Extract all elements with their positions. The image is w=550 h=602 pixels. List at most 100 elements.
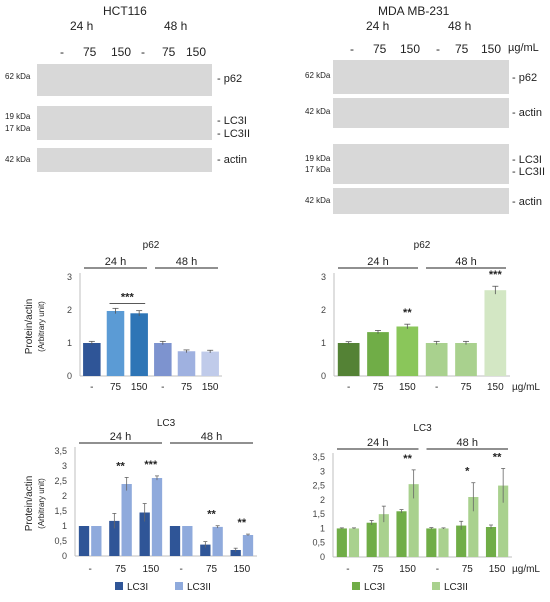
left-blot-actin [37,148,212,172]
left-label-lc3ii: - LC3II [217,128,251,140]
right-dose-5: 75 [455,42,469,56]
p62-hct116-bar [130,313,148,376]
left-blot-p62 [37,64,212,96]
p62-mda-bar [425,343,448,376]
left-label-lc3i: - LC3I [217,115,247,127]
right-time-24h: 24 h [366,19,390,33]
p62-hct116-ylabel2: (Arbitrary unit) [37,301,46,352]
lc3-mda-bar-lc3i [456,525,467,557]
left-kda-17: 17 kDa [5,124,31,133]
p62-hct116-ytick-label: 0 [67,371,72,381]
lc3-hct116-group-label: 48 h [201,431,222,443]
lc3-mda-legend-swatch [352,582,360,590]
lc3-mda-category-label: 75 [462,564,474,575]
p62-hct116-category-label: - [90,382,93,393]
lc3-mda-group-label: 48 h [457,437,478,449]
right-label-lc3ii: - LC3II [512,166,546,178]
p62-mda-category-label: 150 [487,382,504,393]
lc3-mda-significance: * [465,466,470,478]
lc3-hct116-ytick-label: 0,5 [54,536,67,546]
right-dose-6: 150 [481,42,502,56]
lc3-mda-bar-lc3i [396,511,407,557]
lc3-mda-ytick-label: 0 [320,552,325,562]
p62-mda-bar [484,290,507,376]
lc3-hct116-bar-lc3ii [182,526,193,556]
lc3-mda-significance: ** [493,451,502,463]
left-dose-6: 150 [186,45,207,59]
p62-mda-title: p62 [414,240,431,251]
left-dose-1: - [60,45,64,59]
p62-mda-ytick-label: 0 [321,371,326,381]
lc3-hct116-legend-label: LC3II [187,582,211,593]
p62-mda-group-label: 24 h [367,256,388,268]
lc3-mda-group-label: 24 h [367,437,388,449]
lc3-mda-category-label: 150 [399,564,416,575]
lc3-mda-legend-label: LC3II [444,582,468,593]
lc3-mda-unit-label: µg/mL [512,564,540,575]
p62-hct116-bar [106,310,125,376]
right-kda-17: 17 kDa [305,165,331,174]
left-time-24h: 24 h [70,19,94,33]
p62-mda-category-label: 75 [460,382,472,393]
p62-mda-bar [337,343,360,376]
p62-hct116-ylabel: Protein/actin [24,299,35,355]
left-dose-5: 75 [162,45,176,59]
right-blot-lc3 [333,144,509,184]
lc3-hct116-bar-lc3ii [242,535,254,556]
right-cell-line: MDA MB-231 [378,4,450,18]
lc3-mda-bar-lc3ii [498,485,509,557]
lc3-mda-ytick-label: 1 [320,523,325,533]
right-dose-3: 150 [400,42,421,56]
lc3-mda-bar-lc3i [426,528,437,557]
lc3-hct116-category-label: - [179,564,182,575]
lc3-hct116-legend-swatch [175,582,183,590]
lc3-hct116-bar-lc3i [230,550,241,556]
lc3-hct116-category-label: - [88,564,91,575]
left-cell-line: HCT116 [103,4,147,18]
lc3-hct116-bar-lc3i [78,526,90,556]
lc3-hct116-bar-lc3i [139,512,150,556]
lc3-hct116-bar-lc3ii [151,478,163,556]
lc3-hct116-legend-label: LC3I [127,582,148,593]
p62-hct116-group-label: 24 h [105,256,126,268]
p62-mda-significance: *** [489,269,503,281]
p62-hct116-category-label: 150 [131,382,148,393]
right-unit: µg/mL [508,42,539,54]
right-kda-19: 19 kDa [305,154,331,163]
right-kda-42-a: 42 kDa [305,107,331,116]
lc3-hct116-bar-lc3i [200,544,211,556]
p62-mda-ytick-label: 2 [321,305,326,315]
left-label-actin: - actin [217,154,247,166]
p62-hct116-ytick-label: 2 [67,305,72,315]
right-dose-2: 75 [373,42,387,56]
right-label-actin-b: - actin [512,196,542,208]
lc3-mda-bar-lc3i [366,522,377,557]
right-blot-actin-2 [333,188,509,214]
lc3-mda-bar-lc3ii [438,528,449,557]
right-label-actin-a: - actin [512,107,542,119]
lc3-hct116-bar-lc3ii [212,526,223,556]
lc3-hct116-bar-lc3i [169,526,181,556]
p62-mda-bar [367,332,389,376]
p62-mda-category-label: 75 [372,382,384,393]
lc3-hct116-significance: ** [238,517,247,529]
lc3-hct116-ytick-label: 3 [62,461,67,471]
lc3-hct116-ytick-label: 3,5 [54,446,67,456]
left-kda-19: 19 kDa [5,112,31,121]
lc3-mda-ytick-label: 0,5 [312,538,325,548]
lc3-hct116-significance: ** [207,509,216,521]
p62-mda-category-label: - [435,382,438,393]
lc3-hct116-ytick-label: 2,5 [54,476,67,486]
p62-hct116-category-label: 150 [202,382,219,393]
right-kda-62: 62 kDa [305,71,331,80]
p62-hct116-category-label: - [161,382,164,393]
p62-hct116-significance: *** [121,291,135,303]
p62-hct116-category-label: 75 [181,382,193,393]
lc3-hct116-title: LC3 [157,418,176,429]
lc3-hct116-ytick-label: 2 [62,491,67,501]
lc3-hct116-significance: ** [116,460,125,472]
lc3-hct116-ytick-label: 1,5 [54,506,67,516]
p62-mda-ytick-label: 3 [321,272,326,282]
lc3-hct116-significance: *** [144,459,158,471]
